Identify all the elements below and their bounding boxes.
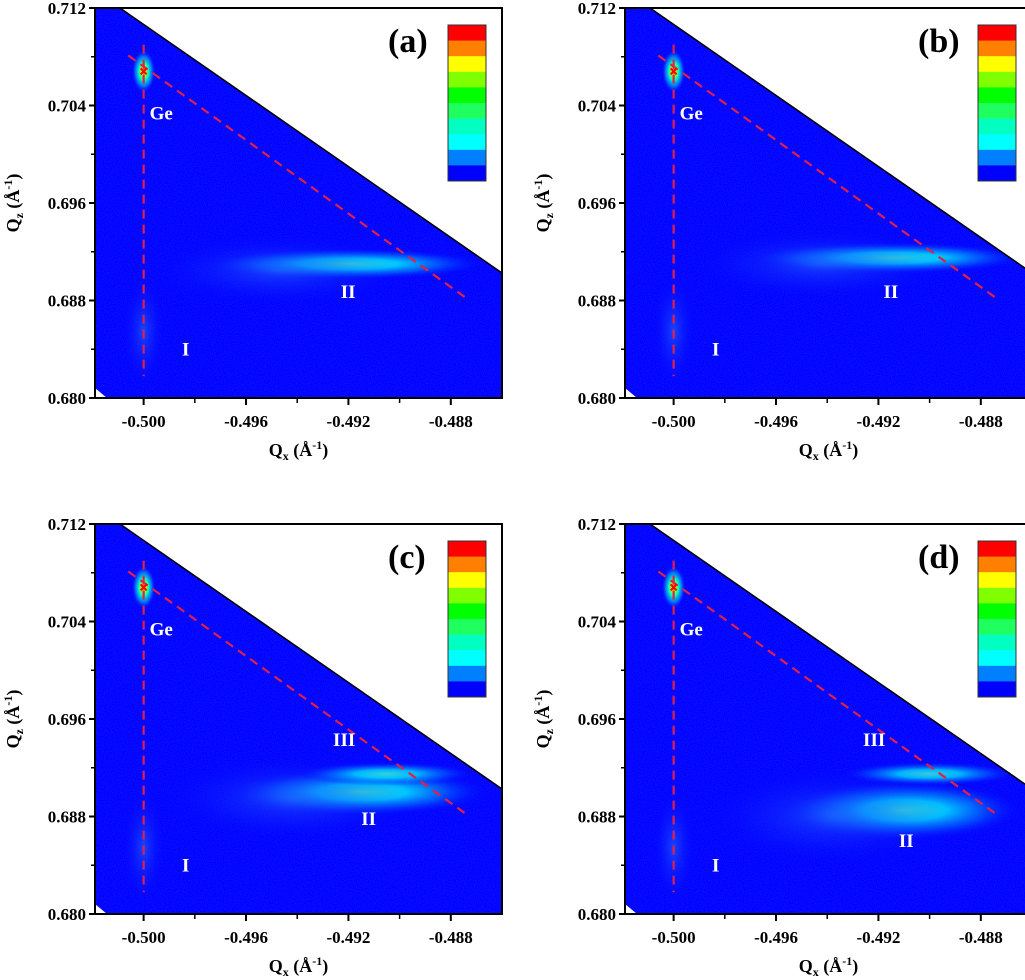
heatmap-area (625, 524, 1025, 914)
y-tick-label: 0.688 (48, 292, 86, 311)
y-axis-title: Qz (Å-1) (531, 690, 556, 749)
diagonal-relaxation-line (657, 54, 997, 299)
x-tick-label: -0.488 (429, 928, 473, 947)
x-tick-label: -0.488 (959, 928, 1003, 947)
scan-boundary-edge (119, 7, 503, 274)
x-axis-title: Qx (Å-1) (269, 438, 329, 463)
ge-center-marker (669, 583, 678, 592)
y-tick-label: 0.688 (578, 808, 616, 827)
label-ge: Ge (150, 620, 173, 641)
label-iii: III (863, 730, 885, 751)
y-tick-label: 0.696 (48, 194, 86, 213)
panel-b: 0.680 0.688 0.696 0.704 0.712 -0.500 -0.496 -0.… (531, 0, 1025, 463)
diagonal-relaxation-line (127, 570, 467, 815)
scan-boundary-edge (119, 523, 503, 790)
x-tick-label: -0.488 (429, 412, 473, 431)
y-tick-label: 0.712 (48, 515, 86, 534)
scan-boundary-edge (649, 523, 1025, 786)
x-axis-title: Qx (Å-1) (799, 438, 859, 463)
panel-c: 0.680 0.688 0.696 0.704 0.712 -0.500 -0.496 -0.… (1, 515, 503, 979)
y-tick-label: 0.704 (48, 613, 87, 632)
panel-d: 0.680 0.688 0.696 0.704 0.712 -0.500 -0.496 -0.… (531, 515, 1025, 979)
panel-label: (d) (918, 539, 960, 576)
colorbar (447, 24, 487, 182)
y-tick-label: 0.696 (578, 194, 616, 213)
y-axis-title: Qz (Å-1) (1, 690, 26, 749)
label-ge: Ge (680, 620, 703, 641)
y-tick-label: 0.712 (578, 515, 616, 534)
x-axis-title: Qx (Å-1) (269, 954, 329, 979)
diagonal-relaxation-line (127, 54, 467, 299)
diagonal-relaxation-line (657, 570, 997, 815)
panel-label: (b) (918, 23, 960, 60)
label-ii: II (884, 282, 899, 303)
x-axis-title: Qx (Å-1) (799, 954, 859, 979)
x-tick-label: -0.496 (754, 928, 798, 947)
x-tick-label: -0.496 (754, 412, 798, 431)
y-tick-label: 0.696 (48, 710, 86, 729)
y-tick-label: 0.712 (48, 0, 86, 18)
colorbar (447, 540, 487, 698)
x-tick-label: -0.496 (224, 412, 268, 431)
panel-label: (c) (388, 539, 426, 576)
ge-center-marker (669, 67, 678, 76)
y-tick-label: 0.688 (48, 808, 86, 827)
x-tick-label: -0.496 (224, 928, 268, 947)
y-tick-label: 0.680 (578, 389, 616, 408)
heatmap-area (95, 8, 502, 398)
scan-boundary-edge (649, 7, 1025, 270)
y-tick-label: 0.704 (578, 613, 617, 632)
y-tick-label: 0.704 (578, 97, 617, 116)
y-tick-label: 0.688 (578, 292, 616, 311)
peak-iii-blob (296, 761, 477, 786)
y-axis-title: Qz (Å-1) (531, 174, 556, 233)
label-ii: II (899, 831, 914, 852)
label-ii: II (341, 282, 356, 303)
heatmap-area (95, 524, 502, 914)
y-tick-label: 0.680 (578, 905, 616, 924)
label-i: I (712, 855, 719, 876)
ge-center-marker (139, 67, 148, 76)
x-tick-label: -0.500 (652, 928, 696, 947)
label-ii: II (361, 809, 376, 830)
x-tick-label: -0.492 (856, 412, 900, 431)
x-tick-label: -0.492 (326, 412, 370, 431)
label-i: I (182, 339, 189, 360)
x-tick-label: -0.492 (856, 928, 900, 947)
x-tick-label: -0.488 (959, 412, 1003, 431)
label-ge: Ge (680, 104, 703, 125)
heatmap-area (625, 8, 1025, 398)
label-iii: III (333, 730, 355, 751)
x-tick-label: -0.492 (326, 928, 370, 947)
y-tick-label: 0.704 (48, 97, 87, 116)
label-ge: Ge (150, 104, 173, 125)
y-tick-label: 0.680 (48, 389, 86, 408)
y-tick-label: 0.680 (48, 905, 86, 924)
y-tick-label: 0.712 (578, 0, 616, 18)
panel-a: 0.680 0.688 0.696 0.704 0.712 -0.500 -0.496 -0.… (1, 0, 503, 463)
x-tick-label: -0.500 (122, 412, 166, 431)
colorbar (977, 24, 1017, 182)
colorbar (977, 540, 1017, 698)
ge-center-marker (139, 583, 148, 592)
y-axis-title: Qz (Å-1) (1, 174, 26, 233)
label-i: I (182, 855, 189, 876)
x-tick-label: -0.500 (122, 928, 166, 947)
y-tick-label: 0.696 (578, 710, 616, 729)
x-tick-label: -0.500 (652, 412, 696, 431)
panel-label: (a) (388, 23, 428, 60)
label-i: I (712, 339, 719, 360)
peak-iii-blob (839, 761, 1020, 786)
